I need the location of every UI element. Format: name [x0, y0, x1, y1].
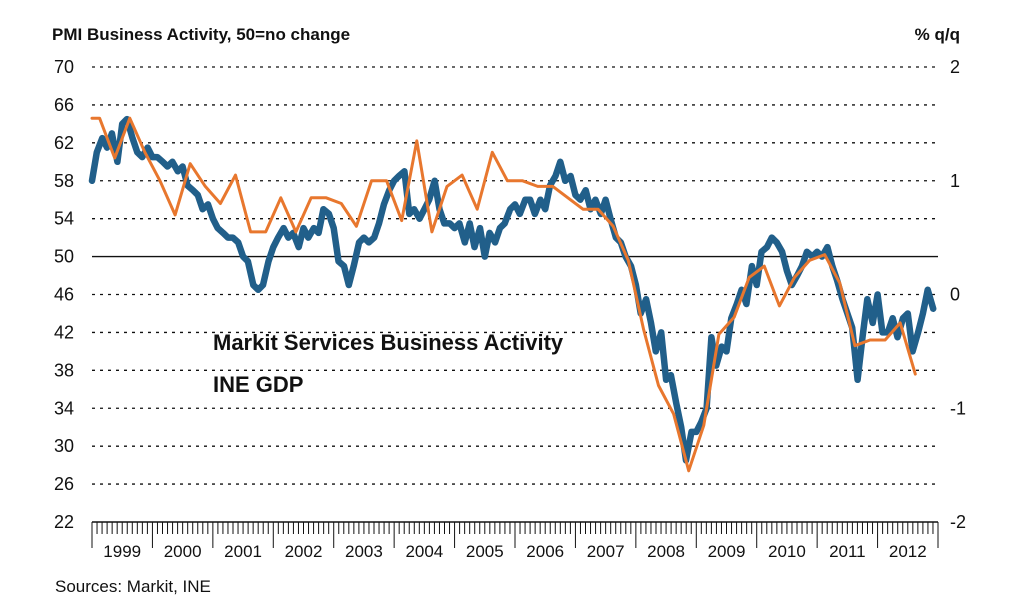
gdp-series-line: [90, 116, 917, 473]
left-tick-label: 58: [54, 171, 74, 191]
x-tick-label: 2008: [647, 542, 685, 561]
left-tick-label: 54: [54, 209, 74, 229]
gridlines: [92, 66, 938, 485]
left-tick-label: 34: [54, 398, 74, 418]
x-tick-label: 2011: [829, 542, 866, 561]
right-tick-label: -1: [950, 398, 966, 418]
legend-services: Markit Services Business Activity: [213, 330, 564, 355]
left-tick-label: 30: [54, 436, 74, 456]
left-tick-label: 66: [54, 95, 74, 115]
right-tick-label: 0: [950, 285, 960, 305]
left-tick-label: 38: [54, 360, 74, 380]
left-tick-label: 42: [54, 322, 74, 342]
x-tick-label: 2007: [587, 542, 625, 561]
x-tick-label: 2003: [345, 542, 383, 561]
left-tick-label: 70: [54, 57, 74, 77]
left-tick-label: 26: [54, 474, 74, 494]
left-tick-label: 46: [54, 285, 74, 305]
right-tick-label: 2: [950, 57, 960, 77]
x-tick-label: 2001: [224, 542, 262, 561]
x-tick-label: 2005: [466, 542, 504, 561]
x-axis: 1999 2000 2001 2002 2003 2004 2005 2006 2007 2008…: [91, 521, 939, 561]
x-tick-label: 2009: [708, 542, 746, 561]
x-tick-label: 2000: [164, 542, 202, 561]
services-series-line: [88, 115, 937, 464]
right-axis-title: % q/q: [915, 25, 960, 44]
legend-gdp: INE GDP: [213, 372, 303, 397]
left-tick-label: 62: [54, 133, 74, 153]
left-tick-label: 50: [54, 247, 74, 267]
right-axis-ticks: 2 1 0 -1 -2: [950, 57, 966, 532]
x-tick-label: 2002: [285, 542, 323, 561]
left-axis-ticks: 70 66 62 58 54 50 46 42 38 34 30 26 22: [54, 57, 74, 532]
x-tick-label: 2004: [405, 542, 443, 561]
source-note: Sources: Markit, INE: [55, 577, 211, 596]
x-tick-label: 2010: [768, 542, 806, 561]
series-lines: [88, 115, 937, 473]
x-tick-label: 1999: [103, 542, 141, 561]
right-tick-label: -2: [950, 512, 966, 532]
x-tick-label: 2006: [526, 542, 564, 561]
right-tick-label: 1: [950, 171, 960, 191]
x-tick-label: 2012: [889, 542, 927, 561]
left-tick-label: 22: [54, 512, 74, 532]
chart-title: PMI Business Activity, 50=no change: [52, 25, 350, 44]
